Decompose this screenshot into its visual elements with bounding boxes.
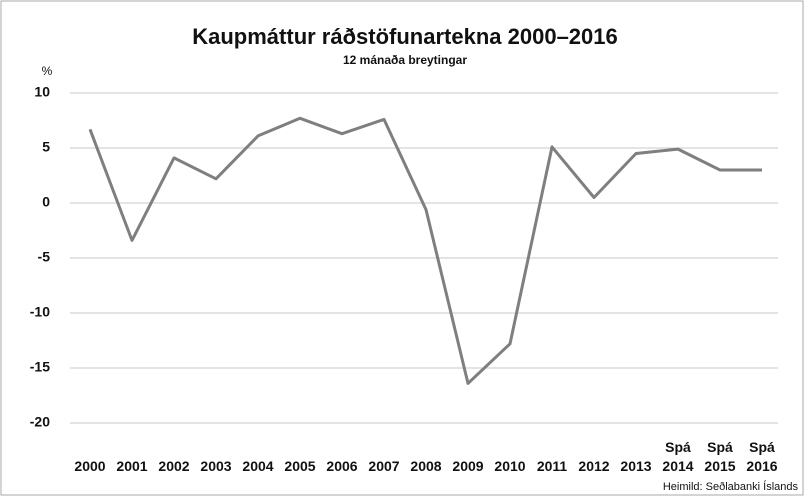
x-tick-label: Spá 2015 [704, 439, 736, 474]
line [88, 116, 762, 385]
y-tick-label: -20 [30, 414, 50, 430]
x-tick-label: 2007 [368, 458, 400, 474]
source: Heimild: Seðlabanki Íslands [663, 480, 799, 493]
chart-subtitle: 12 mánaða breytingar [343, 53, 467, 67]
y-axis-label: % [42, 64, 53, 78]
y-tick-label: 10 [34, 84, 50, 100]
x-tick-label: 2012 [578, 458, 610, 474]
y-tick-label: -10 [30, 304, 50, 320]
y-tick-label: -5 [38, 249, 51, 265]
x-tick-label: 2009 [452, 458, 484, 474]
y-tick-label: 0 [42, 194, 50, 210]
x-tick-label: 2004 [242, 458, 274, 474]
x-tick-label: 2002 [158, 458, 190, 474]
x-tick-label: 2001 [116, 458, 148, 474]
x-tick-label: 2003 [200, 458, 232, 474]
x-tick-label: 2013 [620, 458, 652, 474]
x-tick-label: Spá 2014 [662, 439, 694, 474]
x-tick-label: 2005 [284, 458, 316, 474]
x-tick-label: 2006 [326, 458, 358, 474]
x-tick-label: 2000 [74, 458, 106, 474]
chart-title: Kaupmáttur ráðstöfunartekna 2000–2016 [192, 24, 618, 49]
x-tick-label: 2008 [410, 458, 442, 474]
x-tick-label: 2011 [536, 458, 568, 474]
y-tick-label: -15 [30, 359, 50, 375]
x-tick-label: 2010 [494, 458, 526, 474]
y-tick-label: 5 [42, 139, 50, 155]
x-tick-label: Spá 2016 [746, 439, 778, 474]
